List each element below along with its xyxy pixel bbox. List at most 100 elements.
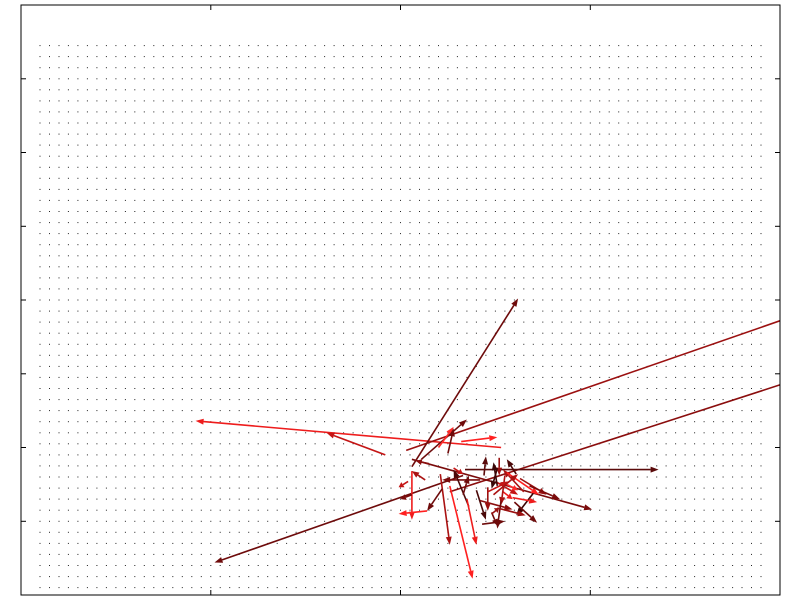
field-dot-3398	[134, 100, 136, 102]
field-dot-1624	[105, 354, 107, 356]
field-dot-197	[447, 565, 449, 566]
field-dot-2780	[115, 188, 117, 190]
field-dot-1131	[542, 432, 544, 434]
field-dot-1193	[400, 421, 401, 423]
field-dot-277	[475, 553, 477, 555]
arrow-shaft-26	[405, 493, 413, 498]
field-dot-3295	[618, 122, 620, 124]
field-dot-1443	[580, 388, 582, 389]
field-dot-764	[713, 487, 715, 489]
field-dot-199	[466, 565, 468, 566]
field-dot-137	[608, 576, 610, 578]
field-dot-34	[362, 587, 364, 589]
field-dot-2775	[67, 188, 69, 190]
field-dot-1636	[219, 354, 221, 356]
field-dot-3080	[39, 144, 41, 146]
field-dot-2631	[162, 211, 164, 212]
quiver-arrow-13	[461, 435, 498, 443]
field-dot-2316	[96, 255, 98, 257]
field-dot-1858	[134, 321, 136, 323]
field-dot-3633	[172, 67, 174, 69]
field-dot-1573	[352, 365, 354, 367]
field-dot-1384	[751, 399, 752, 401]
field-dot-2994	[684, 166, 686, 168]
field-dot-3402	[172, 100, 174, 102]
field-dot-1982	[580, 310, 582, 312]
field-dot-3196	[409, 133, 411, 135]
field-dot-3204	[485, 133, 487, 135]
field-dot-475	[162, 520, 164, 522]
field-dot-563	[267, 509, 269, 511]
field-dot-1010	[124, 443, 126, 445]
field-dot-528	[665, 520, 667, 522]
field-dot-1047	[475, 443, 477, 445]
field-dot-2880	[333, 177, 335, 179]
field-dot-1915	[675, 321, 677, 323]
field-dot-2714	[219, 199, 221, 201]
field-dot-3655	[381, 67, 382, 69]
field-dot-2708	[162, 199, 164, 201]
field-dot-3149	[694, 144, 696, 146]
field-dot-3272	[400, 122, 401, 124]
field-dot-3726	[324, 56, 326, 58]
field-dot-2461	[741, 244, 743, 246]
field-dot-1578	[400, 365, 401, 367]
field-dot-2903	[551, 177, 553, 179]
field-dot-2851	[58, 177, 60, 179]
field-dot-14	[172, 587, 174, 589]
field-dot-3358	[485, 111, 487, 113]
field-dot-878	[333, 465, 335, 467]
field-dot-617	[49, 498, 50, 500]
field-dot-1465	[58, 376, 60, 378]
field-dot-2491	[295, 233, 297, 235]
field-dot-461	[760, 531, 762, 533]
field-dot-1	[49, 587, 50, 589]
field-dot-2509	[466, 233, 468, 235]
field-dot-3262	[305, 122, 307, 124]
field-dot-196	[438, 565, 439, 566]
field-dot-2149	[703, 288, 705, 290]
field-dot-1641	[267, 354, 269, 356]
field-dot-3464	[760, 100, 762, 102]
field-dot-865	[210, 465, 212, 467]
field-dot-3117	[390, 144, 392, 146]
arrow-head-24	[411, 471, 420, 478]
field-dot-1038	[390, 443, 392, 445]
field-dot-3656	[390, 67, 392, 69]
field-dot-1921	[732, 321, 734, 323]
field-dot-2074	[722, 299, 724, 301]
field-dot-3688	[694, 67, 696, 69]
field-dot-2925	[760, 177, 762, 179]
field-dot-1868	[229, 321, 231, 323]
arrow-head-6	[583, 504, 593, 511]
field-dot-3133	[542, 144, 544, 146]
field-dot-147	[703, 576, 705, 578]
field-dot-751	[589, 487, 591, 489]
field-dot-3466	[49, 89, 50, 91]
field-dot-1525	[627, 376, 629, 378]
field-dot-2269	[381, 266, 382, 268]
field-dot-3658	[409, 67, 411, 69]
field-dot-2881	[343, 177, 345, 179]
field-dot-1149	[713, 432, 715, 434]
arrow-head-3	[511, 298, 519, 307]
field-dot-463	[49, 520, 50, 522]
field-dot-789	[219, 476, 221, 478]
field-dot-301	[703, 553, 705, 555]
field-dot-1303	[713, 410, 715, 412]
field-dot-2976	[513, 166, 515, 168]
field-dot-2346	[381, 255, 382, 257]
field-dot-691	[751, 498, 752, 500]
field-dot-2107	[305, 288, 307, 290]
field-dot-1014	[162, 443, 164, 445]
field-dot-3388	[39, 100, 41, 102]
quiver-arrow-37	[453, 467, 464, 475]
field-dot-1368	[599, 399, 601, 401]
field-dot-3119	[409, 144, 411, 146]
field-dot-110	[352, 576, 354, 578]
field-dot-1252	[229, 410, 231, 412]
field-dot-1633	[191, 354, 193, 356]
field-dot-3811	[400, 45, 401, 47]
field-dot-1004	[67, 443, 69, 445]
field-dot-3344	[352, 111, 354, 113]
